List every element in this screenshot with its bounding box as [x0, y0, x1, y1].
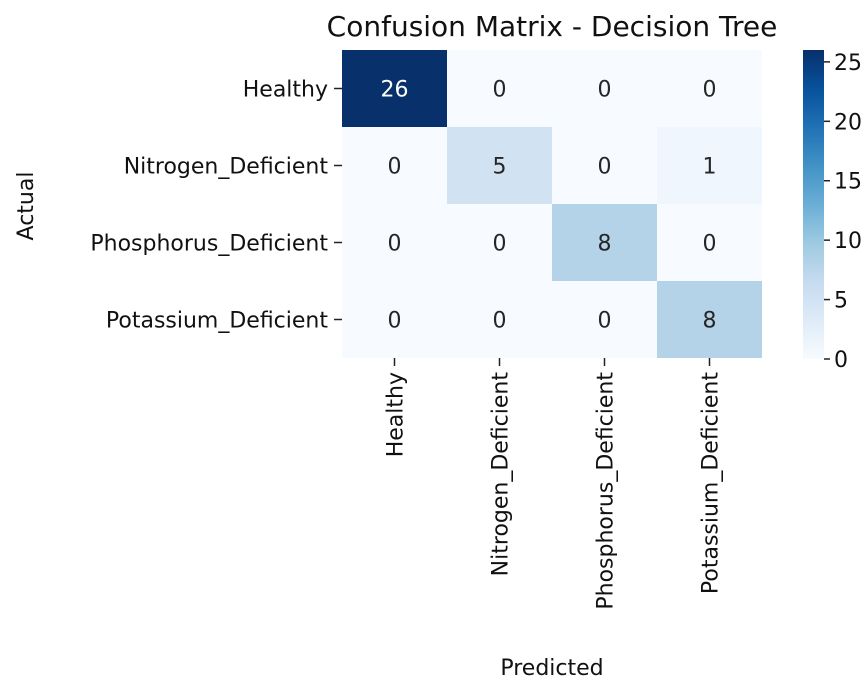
heatmap-cell	[552, 281, 657, 358]
cell-value: 8	[703, 309, 717, 334]
heatmap-cell	[552, 127, 657, 204]
cell-value: 0	[388, 232, 402, 257]
y-tick-label: Potassium_Deficient	[106, 309, 328, 334]
cell-value: 0	[598, 309, 612, 334]
cell-value: 8	[598, 232, 612, 257]
cell-value: 0	[703, 78, 717, 103]
y-tick-label: Nitrogen_Deficient	[124, 155, 329, 180]
heatmap-cell	[342, 127, 447, 204]
heatmap-cell	[447, 50, 552, 127]
colorbar-tick-label: 15	[834, 170, 862, 195]
heatmap-cell	[342, 204, 447, 281]
y-axis-ticks: Healthy Nitrogen_Deficient Phosphorus_Defi…	[90, 78, 342, 334]
colorbar-tick-label: 5	[834, 289, 848, 314]
x-axis-ticks: Healthy Nitrogen_Deficient Phosphorus_Defi…	[384, 358, 724, 610]
cell-value: 0	[388, 155, 402, 180]
colorbar-tick-label: 0	[834, 348, 848, 373]
heatmap-cell	[447, 204, 552, 281]
y-axis-label: Actual	[14, 172, 39, 241]
y-tick-label: Healthy	[243, 78, 328, 103]
heatmap-cell	[342, 50, 447, 127]
colorbar-tick-label: 10	[834, 229, 862, 254]
cell-value: 0	[493, 309, 507, 334]
heatmap-cell	[447, 127, 552, 204]
heatmap-cell	[657, 127, 762, 204]
heatmap-cell	[447, 281, 552, 358]
colorbar: 0 5 10 15 20 25	[803, 50, 862, 373]
heatmap-cell	[657, 281, 762, 358]
cell-value: 0	[493, 78, 507, 103]
cell-value: 1	[703, 155, 717, 180]
y-tick-label: Phosphorus_Deficient	[90, 232, 328, 257]
heatmap-cells	[342, 50, 762, 358]
colorbar-tick-label: 25	[834, 51, 862, 76]
heatmap-cell	[552, 204, 657, 281]
cell-value: 0	[388, 309, 402, 334]
colorbar-gradient	[803, 50, 824, 359]
x-tick-label: Healthy	[384, 372, 409, 457]
x-tick-label: Nitrogen_Deficient	[489, 372, 514, 577]
x-axis-label: Predicted	[500, 656, 603, 681]
cell-value: 5	[493, 155, 507, 180]
cell-value: 0	[493, 232, 507, 257]
heatmap-cell	[657, 50, 762, 127]
x-tick-label: Phosphorus_Deficient	[594, 372, 619, 610]
cell-value: 26	[381, 78, 409, 103]
x-tick-label: Potassium_Deficient	[699, 372, 724, 594]
colorbar-tick-label: 20	[834, 110, 862, 135]
chart-title: Confusion Matrix - Decision Tree	[327, 10, 778, 43]
heatmap-cell	[657, 204, 762, 281]
cell-value: 0	[598, 78, 612, 103]
heatmap-cell	[552, 50, 657, 127]
cell-value: 0	[703, 232, 717, 257]
heatmap-cell	[342, 281, 447, 358]
colorbar-ticks: 0 5 10 15 20 25	[824, 51, 862, 373]
cell-annotations: 26 0 0 0 0 5 0 1 0 0 8 0 0 0 0 8	[381, 78, 717, 334]
cell-value: 0	[598, 155, 612, 180]
